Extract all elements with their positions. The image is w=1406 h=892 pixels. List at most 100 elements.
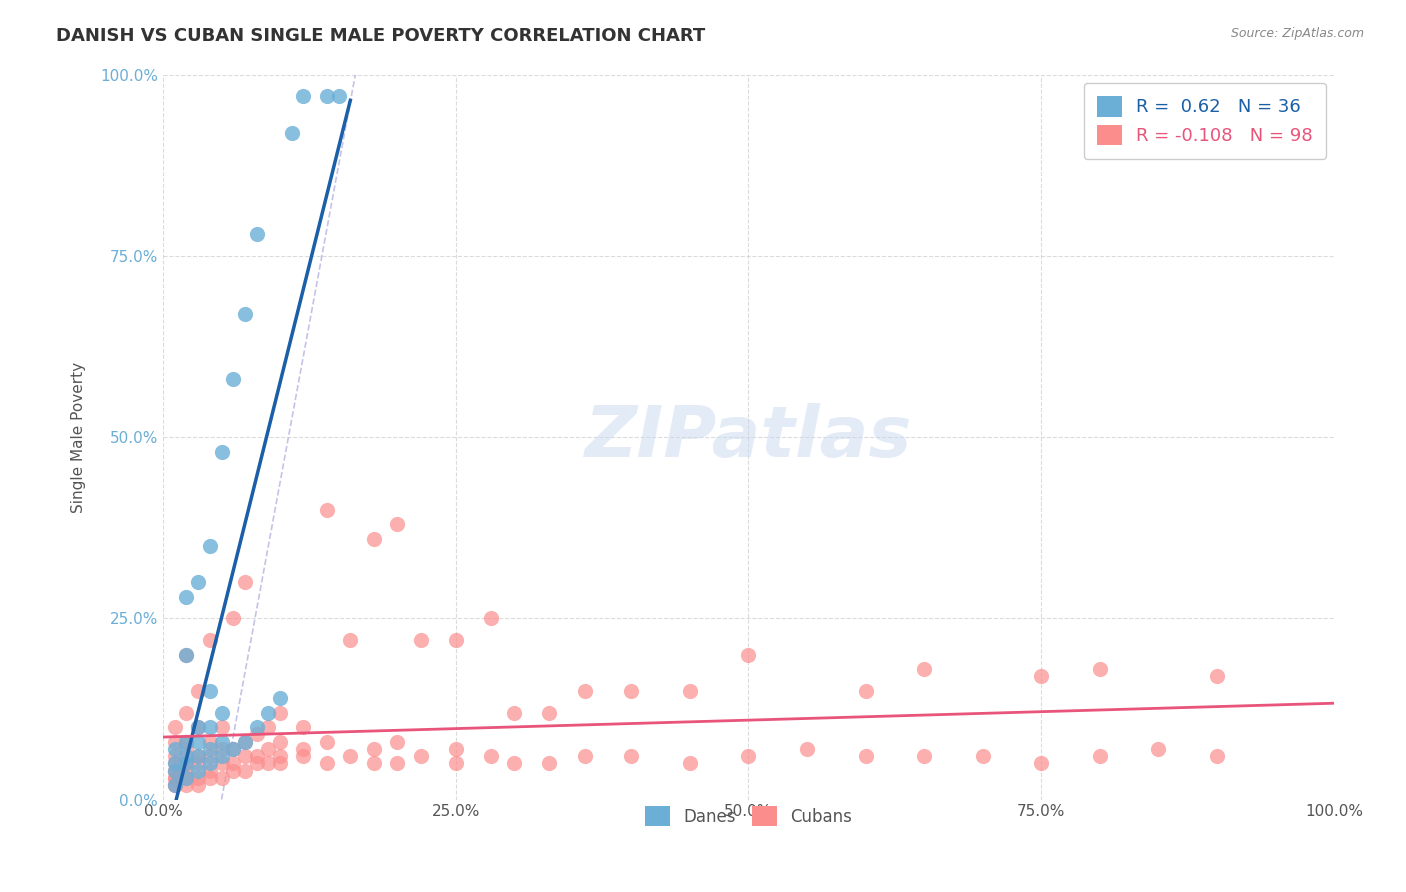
- Point: [187, 683, 209, 698]
- Point: [187, 778, 209, 792]
- Point: [198, 734, 221, 748]
- Point: [176, 749, 198, 764]
- Point: [211, 756, 233, 771]
- Point: [269, 756, 291, 771]
- Point: [538, 756, 561, 771]
- Point: [292, 89, 315, 103]
- Point: [1031, 669, 1053, 683]
- Point: [163, 720, 186, 734]
- Point: [163, 764, 186, 778]
- Point: [211, 706, 233, 720]
- Point: [176, 648, 198, 662]
- Point: [163, 771, 186, 785]
- Point: [257, 706, 280, 720]
- Point: [187, 749, 209, 764]
- Point: [176, 734, 198, 748]
- Point: [316, 734, 339, 748]
- Point: [972, 749, 994, 764]
- Point: [316, 89, 339, 103]
- Point: [363, 532, 385, 546]
- Point: [1205, 669, 1227, 683]
- Point: [281, 126, 304, 140]
- Point: [444, 756, 467, 771]
- Point: [163, 764, 186, 778]
- Point: [269, 706, 291, 720]
- Point: [246, 749, 269, 764]
- Point: [233, 764, 256, 778]
- Point: [222, 741, 245, 756]
- Point: [292, 720, 315, 734]
- Point: [198, 756, 221, 771]
- Point: [479, 749, 502, 764]
- Point: [187, 720, 209, 734]
- Legend: Danes, Cubans: Danes, Cubans: [637, 797, 860, 835]
- Point: [187, 764, 209, 778]
- Point: [1088, 662, 1111, 676]
- Point: [246, 227, 269, 241]
- Point: [246, 720, 269, 734]
- Text: ZIPatlas: ZIPatlas: [585, 402, 912, 472]
- Point: [292, 749, 315, 764]
- Point: [855, 683, 877, 698]
- Point: [246, 756, 269, 771]
- Point: [163, 734, 186, 748]
- Y-axis label: Single Male Poverty: Single Male Poverty: [72, 361, 86, 513]
- Point: [233, 307, 256, 321]
- Point: [1031, 756, 1053, 771]
- Point: [163, 771, 186, 785]
- Point: [737, 648, 759, 662]
- Point: [222, 764, 245, 778]
- Point: [292, 741, 315, 756]
- Point: [339, 749, 361, 764]
- Text: Source: ZipAtlas.com: Source: ZipAtlas.com: [1230, 27, 1364, 40]
- Point: [198, 741, 221, 756]
- Point: [211, 734, 233, 748]
- Point: [163, 778, 186, 792]
- Point: [855, 749, 877, 764]
- Point: [176, 771, 198, 785]
- Point: [620, 683, 643, 698]
- Point: [316, 502, 339, 516]
- Point: [198, 633, 221, 648]
- Point: [385, 734, 408, 748]
- Point: [620, 749, 643, 764]
- Point: [257, 741, 280, 756]
- Point: [211, 771, 233, 785]
- Point: [187, 734, 209, 748]
- Point: [198, 539, 221, 553]
- Point: [163, 741, 186, 756]
- Point: [257, 756, 280, 771]
- Point: [187, 771, 209, 785]
- Point: [246, 727, 269, 741]
- Point: [444, 633, 467, 648]
- Point: [198, 764, 221, 778]
- Point: [222, 741, 245, 756]
- Point: [233, 574, 256, 589]
- Point: [385, 516, 408, 531]
- Point: [269, 734, 291, 748]
- Point: [538, 706, 561, 720]
- Point: [503, 756, 526, 771]
- Point: [198, 771, 221, 785]
- Point: [233, 734, 256, 748]
- Point: [339, 633, 361, 648]
- Point: [363, 741, 385, 756]
- Point: [163, 764, 186, 778]
- Point: [679, 683, 702, 698]
- Point: [233, 734, 256, 748]
- Point: [1205, 749, 1227, 764]
- Point: [257, 720, 280, 734]
- Point: [187, 749, 209, 764]
- Point: [222, 372, 245, 386]
- Point: [269, 691, 291, 706]
- Point: [176, 778, 198, 792]
- Point: [211, 720, 233, 734]
- Point: [444, 741, 467, 756]
- Point: [503, 706, 526, 720]
- Point: [163, 756, 186, 771]
- Point: [176, 756, 198, 771]
- Point: [176, 764, 198, 778]
- Point: [163, 778, 186, 792]
- Point: [176, 734, 198, 748]
- Point: [269, 749, 291, 764]
